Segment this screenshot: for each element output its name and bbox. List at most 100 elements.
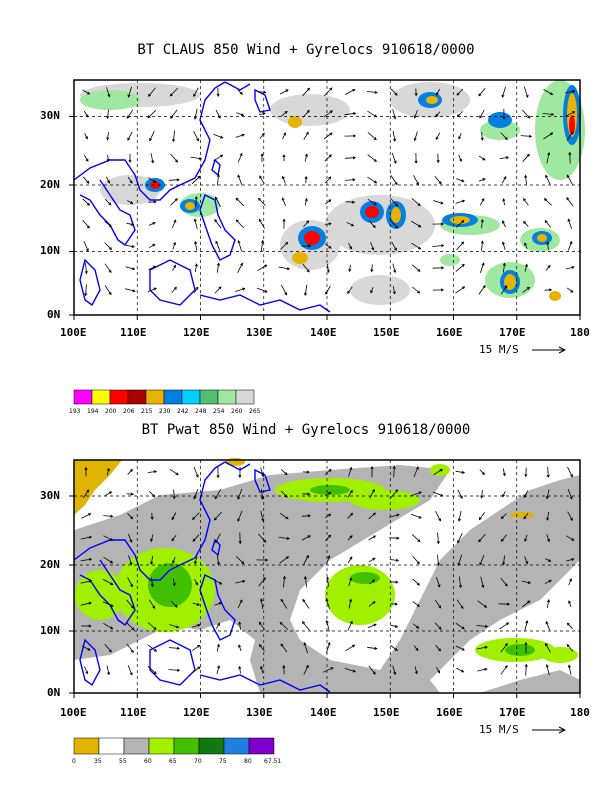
wind-vector [126,599,134,609]
wind-vector-head [151,160,155,164]
wind-vector-head [349,577,353,581]
wind-vector-head [238,644,242,648]
wind-vector-head [328,513,332,517]
wind-vector [481,490,483,498]
wind-vector [150,577,154,587]
wind-vector [324,154,332,162]
wind-vector-head [546,599,550,603]
wind-vector [348,577,352,587]
wind-vector [214,286,222,294]
wind-vector [567,622,573,630]
wind-vector [411,198,421,206]
wind-vector [238,644,242,652]
wind-vector-head [414,93,418,97]
wind-vector [390,88,398,96]
wind-vector-head [176,646,180,650]
wind-vector-head [524,663,528,667]
wind-vector [368,665,376,675]
wind-vector-head [282,664,286,669]
wind-vector [302,621,310,631]
map2-colorbar-label: 35 [94,758,102,765]
wind-vector [367,176,377,184]
map2-ticks [69,495,581,698]
wind-vector [546,664,550,676]
wind-vector [327,263,329,273]
wind-vector [260,598,264,610]
wind-vector [437,554,439,566]
wind-vector-head [546,517,550,521]
wind-vector [524,264,528,272]
wind-vector-head [543,198,547,202]
wind-vector [565,266,575,270]
wind-vector-head [503,175,507,180]
wind-vector [107,109,109,119]
wind-vector [348,599,352,609]
wind-vector-head [304,292,308,297]
wind-vector-head [129,468,133,472]
wind-vector-head [417,246,422,250]
wind-vector [258,91,266,93]
wind-vector [324,491,332,497]
wind-vector-head [195,286,199,290]
wind-vector-head [441,266,445,270]
wind-vector-head [456,114,460,118]
wind-vector-head [544,219,548,224]
wind-vector [104,242,112,250]
wind-vector-head [279,621,283,625]
wind-vector-head [569,496,573,500]
wind-vector [239,666,241,674]
wind-vector [260,467,264,477]
wind-vector-head [436,541,440,545]
wind-vector [456,241,464,251]
wind-vector-head [263,539,267,543]
wind-vector-head [523,198,526,202]
wind-vector-head [525,94,529,98]
wind-vector-head [106,115,110,120]
wind-vector [370,287,374,293]
wind-vector-head [547,151,551,156]
wind-vector [345,644,355,652]
wind-vector [503,198,505,206]
wind-vector [85,262,87,274]
wind-vector [566,131,574,141]
wind-vector-head [306,470,310,474]
wind-vector [479,198,485,206]
wind-vector-head [482,284,486,289]
wind-vector [371,264,373,272]
wind-vector-head [438,605,442,609]
wind-vector [304,284,308,296]
wind-vector-head [370,269,374,273]
map1-colorbar-label: 248 [195,408,207,415]
wind-vector-head [394,648,398,652]
wind-vector [304,576,308,588]
wind-vector [150,555,154,565]
wind-vector [546,534,550,542]
wind-vector-head [153,648,158,652]
wind-vector-head [396,513,400,517]
wind-vector-head [504,136,508,141]
wind-vector-head [129,180,133,184]
wind-vector-head [571,538,575,541]
wind-vector-head [174,604,178,608]
wind-vector-head [242,287,246,291]
wind-vector [235,288,245,292]
wind-vector-head [569,240,573,245]
wind-vector-head [484,624,489,628]
wind-vector-head [197,623,201,627]
wind-vector-head [218,602,223,605]
wind-vector-head [196,138,199,142]
wind-vector [126,109,134,119]
wind-vector [412,578,420,586]
wind-vector-head [284,110,288,114]
wind-vector-head [259,218,262,222]
wind-vector-head [570,130,574,135]
wind-vector [237,89,243,95]
wind-vector-head [480,240,484,244]
map2-coastlines [73,461,331,693]
wind-vector [478,285,486,295]
wind-vector-head [479,562,483,566]
wind-vector-head [524,263,528,267]
wind-vector [524,242,528,250]
wind-vector-head [417,268,421,272]
wind-vector [568,665,572,675]
